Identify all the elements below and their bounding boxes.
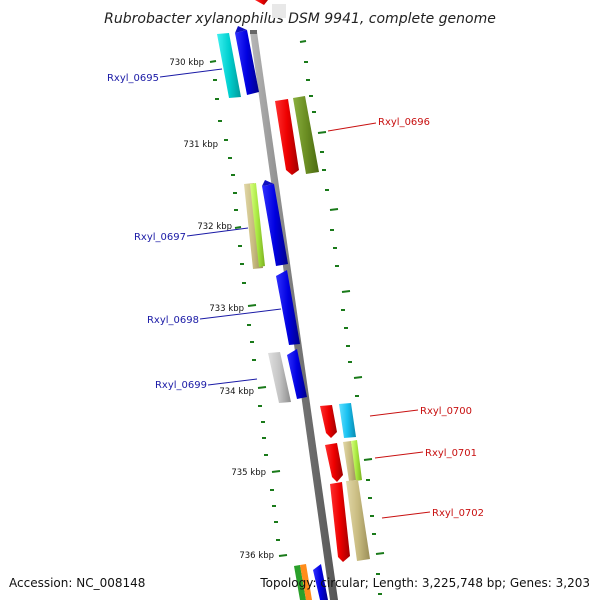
left-tick-track (209, 60, 288, 557)
tick-735: 735 kbp (231, 468, 266, 478)
gene-sky-0700 (339, 403, 356, 438)
gene-0696-arrow (275, 99, 299, 175)
gene-gray-0699 (268, 352, 291, 403)
topology-summary: Topology: circular; Length: 3,225,748 bp… (259, 576, 590, 590)
tick-731: 731 kbp (183, 140, 218, 150)
gene-tan-0701 (343, 441, 357, 481)
gene-0702-arrow (330, 482, 350, 562)
gene-0695-arrow (235, 30, 259, 95)
gene-top-gray (272, 4, 286, 18)
right-gene-labels: Rxyl_0696 Rxyl_0700 Rxyl_0701 Rxyl_0702 (327, 117, 484, 519)
leader-0698 (199, 308, 282, 320)
gene-top-partial (255, 0, 268, 5)
tick-733: 733 kbp (209, 304, 244, 314)
right-tick-track (299, 40, 385, 595)
gene-tan-0702 (346, 480, 370, 561)
accession-text: Accession: NC_008148 (9, 576, 145, 590)
gene-lime-0701 (351, 440, 362, 481)
leader-0700 (369, 409, 419, 417)
tick-734: 734 kbp (219, 387, 254, 397)
gene-lime-0697 (250, 183, 265, 267)
label-rxyl-0696: Rxyl_0696 (378, 117, 430, 128)
label-rxyl-0701: Rxyl_0701 (425, 448, 477, 459)
left-gene-labels: Rxyl_0695 Rxyl_0697 Rxyl_0698 Rxyl_0699 (107, 68, 282, 391)
tick-732: 732 kbp (197, 222, 232, 232)
label-rxyl-0699: Rxyl_0699 (155, 380, 207, 391)
gene-olive-0696 (293, 96, 319, 174)
gene-0697-arrow (262, 184, 288, 266)
gene-bottom-green (294, 565, 306, 600)
label-rxyl-0695: Rxyl_0695 (107, 73, 159, 84)
tick-736: 736 kbp (239, 551, 274, 561)
genes-forward-strand (275, 96, 370, 562)
label-rxyl-0697: Rxyl_0697 (134, 232, 186, 243)
coordinate-labels: 730 kbp 731 kbp 732 kbp 733 kbp 734 kbp … (169, 58, 274, 561)
leader-0702 (381, 511, 431, 519)
leader-0701 (374, 451, 424, 459)
leader-0696 (327, 122, 377, 132)
backbone-cap (250, 30, 257, 34)
label-rxyl-0700: Rxyl_0700 (420, 406, 472, 417)
gene-cyan-0695 (217, 33, 241, 98)
gene-0697-tip (262, 180, 274, 186)
leader-0697 (186, 227, 249, 237)
leader-0695 (159, 68, 223, 78)
label-rxyl-0702: Rxyl_0702 (432, 508, 484, 519)
gene-0700-arrow (320, 405, 337, 438)
gene-0699-arrow (287, 349, 307, 399)
genes-reverse-strand (217, 26, 328, 600)
gene-0701-arrow (325, 443, 343, 482)
gene-bottom-blue (313, 564, 328, 600)
gene-0698-arrow (276, 270, 300, 345)
gene-0695-tip (235, 26, 247, 33)
map-title: Rubrobacter xylanophilus DSM 9941, compl… (104, 11, 496, 27)
gene-bottom-orange (300, 564, 312, 600)
leader-0699 (207, 378, 258, 386)
label-rxyl-0698: Rxyl_0698 (147, 315, 199, 326)
tick-730: 730 kbp (169, 58, 204, 68)
